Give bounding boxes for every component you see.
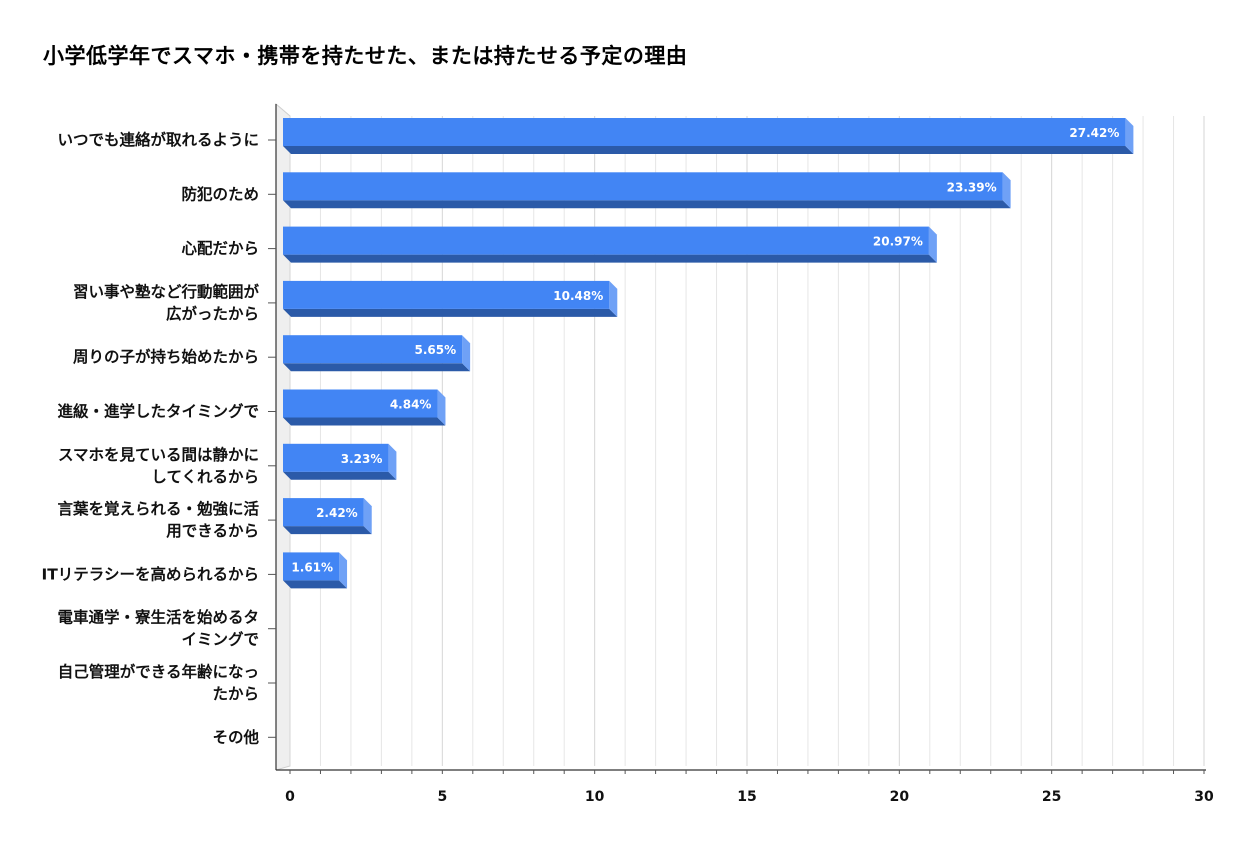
bar	[283, 443, 389, 472]
chart-title: 小学低学年でスマホ・携帯を持たせた、または持たせる予定の理由	[43, 44, 688, 68]
bar-side-face	[339, 552, 348, 589]
bar	[283, 335, 463, 364]
x-tick-label: 10	[585, 789, 605, 805]
bar-side-face	[462, 335, 471, 372]
bar-side-face	[1002, 172, 1011, 209]
bar	[283, 280, 610, 309]
data-label: 10.48%	[553, 289, 603, 303]
category-label: 言葉を覚えられる・勉強に活用できるから	[57, 499, 259, 540]
x-tick-label: 25	[1042, 789, 1061, 805]
bar-side-face	[1125, 118, 1134, 154]
data-label: 3.23%	[341, 452, 383, 466]
bar-bottom-face	[283, 363, 471, 372]
category-label: 習い事や塾など行動範囲が広がったから	[73, 282, 260, 323]
bar-side-face	[437, 389, 446, 426]
x-tick-label: 20	[890, 789, 910, 805]
bar-bottom-face	[283, 254, 937, 263]
category-label: 自己管理ができる年齢になったから	[58, 662, 259, 703]
bar-bottom-face	[283, 200, 1011, 209]
bar	[283, 498, 364, 527]
category-label: 周りの子が持ち始めたから	[73, 347, 259, 366]
category-label: その他	[212, 727, 259, 746]
bar-side-face	[363, 498, 372, 535]
category-label: 進級・進学したタイミングで	[57, 402, 259, 421]
bar	[283, 172, 1003, 201]
data-label: 27.42%	[1069, 126, 1119, 140]
bar	[283, 226, 929, 255]
bar-bottom-face	[283, 417, 446, 426]
data-label: 1.61%	[291, 560, 333, 574]
x-tick-label: 0	[285, 789, 295, 805]
bar	[283, 552, 340, 581]
data-label: 23.39%	[947, 180, 997, 194]
category-label: ITリテラシーを高められるから	[41, 564, 259, 583]
bar	[283, 389, 438, 418]
category-label: スマホを見ている間は静かにしてくれるから	[58, 445, 259, 486]
category-label: 心配だから	[181, 240, 259, 258]
bar-bottom-face	[283, 471, 397, 480]
bar	[283, 118, 1126, 146]
data-label: 5.65%	[414, 343, 456, 357]
category-label: 防犯のため	[181, 184, 259, 203]
bar-bottom-face	[283, 526, 372, 535]
category-label: 電車通学・寮生活を始めるタイミングで	[57, 608, 259, 649]
data-label: 20.97%	[873, 235, 923, 249]
data-label: 4.84%	[390, 398, 432, 412]
bar-side-face	[609, 280, 618, 317]
data-label: 2.42%	[316, 506, 358, 520]
bar-side-face	[388, 443, 397, 480]
bar-side-face	[928, 226, 937, 263]
x-tick-label: 15	[737, 789, 756, 805]
x-tick-label: 5	[437, 789, 447, 805]
bar-bottom-face	[283, 146, 1134, 154]
bar-bottom-face	[283, 580, 348, 589]
x-tick-label: 30	[1194, 789, 1214, 805]
bar-bottom-face	[283, 308, 618, 317]
category-label: いつでも連絡が取れるように	[57, 130, 259, 149]
